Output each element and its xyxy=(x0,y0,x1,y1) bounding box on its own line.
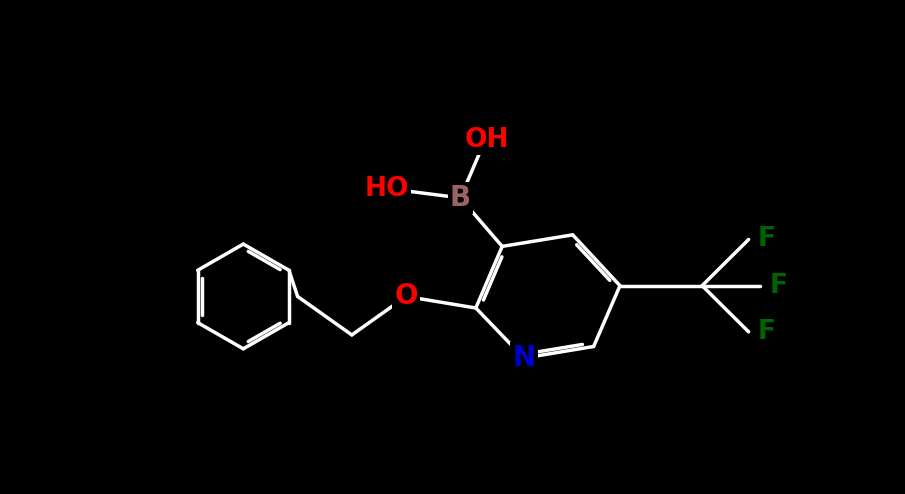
Text: F: F xyxy=(769,273,787,299)
Text: O: O xyxy=(395,283,418,310)
Text: HO: HO xyxy=(365,176,409,202)
Text: OH: OH xyxy=(464,127,509,153)
Text: B: B xyxy=(450,184,471,212)
Text: F: F xyxy=(757,319,776,345)
Text: N: N xyxy=(512,344,536,372)
Text: F: F xyxy=(757,226,776,252)
